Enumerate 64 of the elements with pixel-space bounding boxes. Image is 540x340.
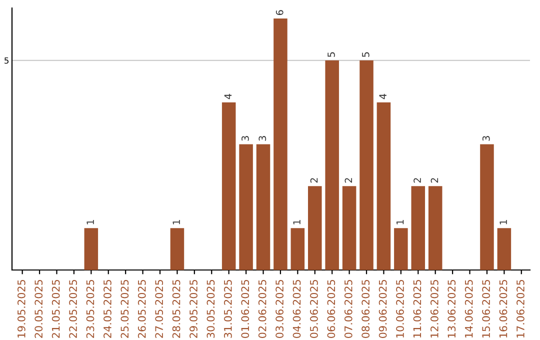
x-tick-label: 29.05.2025 [190, 280, 198, 338]
data-label: 1 [86, 220, 94, 224]
x-tick-label: 09.06.2025 [378, 280, 387, 338]
bar [428, 186, 442, 270]
x-tick-label: 24.05.2025 [104, 280, 112, 338]
x-tick-label: 17.06.2025 [516, 280, 524, 338]
x-tick-label: 15.06.2025 [482, 280, 490, 338]
x-tick-label: 21.05.2025 [52, 280, 60, 338]
data-label: 5 [362, 52, 370, 57]
x-tick-label: 06.06.2025 [327, 280, 336, 338]
x-tick-label: 11.06.2025 [413, 280, 422, 338]
x-tick-label: 12.06.2025 [430, 280, 438, 338]
bar [360, 60, 374, 270]
bar [411, 186, 426, 270]
x-tick-label: 23.05.2025 [86, 280, 94, 338]
x-tick-label: 25.05.2025 [120, 280, 129, 338]
x-tick-label: 20.05.2025 [34, 280, 43, 338]
bar [290, 228, 305, 270]
data-label: 1 [500, 220, 507, 224]
data-label: 4 [224, 94, 232, 100]
x-tick-label: 08.06.2025 [362, 280, 370, 338]
x-tick-label: 02.06.2025 [258, 280, 266, 338]
x-tick-label: 30.05.2025 [206, 280, 215, 338]
data-label: 2 [344, 178, 352, 183]
data-label: 1 [396, 220, 404, 224]
data-label: 3 [258, 136, 266, 141]
x-tick-label: 04.06.2025 [292, 280, 301, 338]
data-label: 4 [379, 94, 386, 100]
data-label: 3 [482, 136, 490, 141]
x-tick-label: 22.05.2025 [69, 280, 77, 338]
x-tick-label: 19.05.2025 [17, 280, 26, 338]
x-tick-label: 26.05.2025 [138, 280, 146, 338]
data-label: 1 [293, 220, 300, 224]
bar [222, 102, 236, 270]
bar [308, 186, 322, 270]
bar [239, 144, 253, 270]
x-tick-label: 01.06.2025 [241, 280, 250, 338]
bar [256, 144, 270, 270]
x-tick-label: 14.06.2025 [464, 280, 473, 338]
data-label: 6 [276, 10, 284, 16]
bar [376, 102, 391, 270]
x-tick-label: 16.06.2025 [499, 280, 508, 338]
bar [274, 18, 288, 270]
data-label: 3 [242, 136, 249, 141]
data-label: 2 [414, 178, 421, 183]
x-tick-label: 31.05.2025 [224, 280, 232, 338]
x-tick-label: 03.06.2025 [276, 280, 284, 338]
data-label: 5 [328, 52, 335, 57]
bar [342, 186, 356, 270]
bar [394, 228, 408, 270]
x-tick-label: 07.06.2025 [344, 280, 352, 338]
x-tick-label: 27.05.2025 [155, 280, 164, 338]
data-label: 2 [310, 178, 318, 183]
bar [325, 60, 339, 270]
bar [480, 144, 494, 270]
bar [497, 228, 512, 270]
data-label: 2 [430, 178, 438, 183]
x-tick-label: 28.05.2025 [172, 280, 180, 338]
bar [84, 228, 98, 270]
data-label: 1 [172, 220, 180, 224]
bar [170, 228, 184, 270]
x-tick-label: 10.06.2025 [396, 280, 404, 338]
x-tick-label: 05.06.2025 [310, 280, 318, 338]
x-tick-label: 13.06.2025 [448, 280, 456, 338]
